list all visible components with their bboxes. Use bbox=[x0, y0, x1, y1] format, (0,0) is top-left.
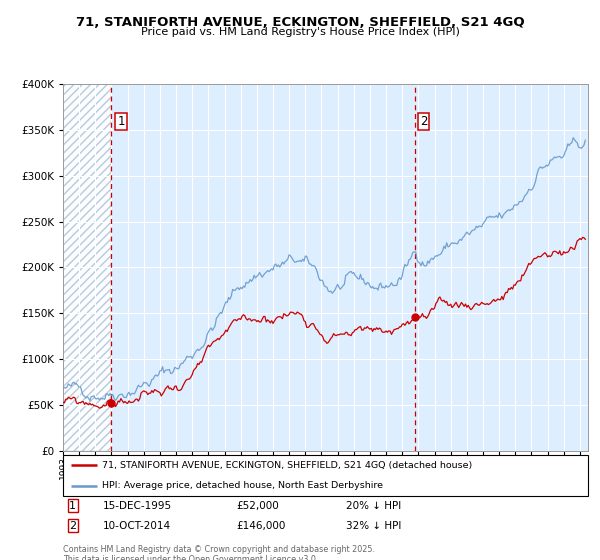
Text: 10-OCT-2014: 10-OCT-2014 bbox=[103, 521, 170, 531]
Text: 1: 1 bbox=[70, 501, 76, 511]
Text: 2: 2 bbox=[419, 115, 427, 128]
Text: Price paid vs. HM Land Registry's House Price Index (HPI): Price paid vs. HM Land Registry's House … bbox=[140, 27, 460, 37]
Text: £52,000: £52,000 bbox=[236, 501, 279, 511]
Text: 1: 1 bbox=[117, 115, 125, 128]
Text: 32% ↓ HPI: 32% ↓ HPI bbox=[347, 521, 402, 531]
Text: 71, STANIFORTH AVENUE, ECKINGTON, SHEFFIELD, S21 4GQ: 71, STANIFORTH AVENUE, ECKINGTON, SHEFFI… bbox=[76, 16, 524, 29]
Text: 2: 2 bbox=[70, 521, 76, 531]
Text: £146,000: £146,000 bbox=[236, 521, 286, 531]
Text: 20% ↓ HPI: 20% ↓ HPI bbox=[347, 501, 402, 511]
Bar bbox=[63, 84, 111, 451]
Text: HPI: Average price, detached house, North East Derbyshire: HPI: Average price, detached house, Nort… bbox=[103, 481, 383, 490]
Text: 71, STANIFORTH AVENUE, ECKINGTON, SHEFFIELD, S21 4GQ (detached house): 71, STANIFORTH AVENUE, ECKINGTON, SHEFFI… bbox=[103, 461, 473, 470]
Text: 15-DEC-1995: 15-DEC-1995 bbox=[103, 501, 172, 511]
Text: Contains HM Land Registry data © Crown copyright and database right 2025.
This d: Contains HM Land Registry data © Crown c… bbox=[63, 545, 375, 560]
